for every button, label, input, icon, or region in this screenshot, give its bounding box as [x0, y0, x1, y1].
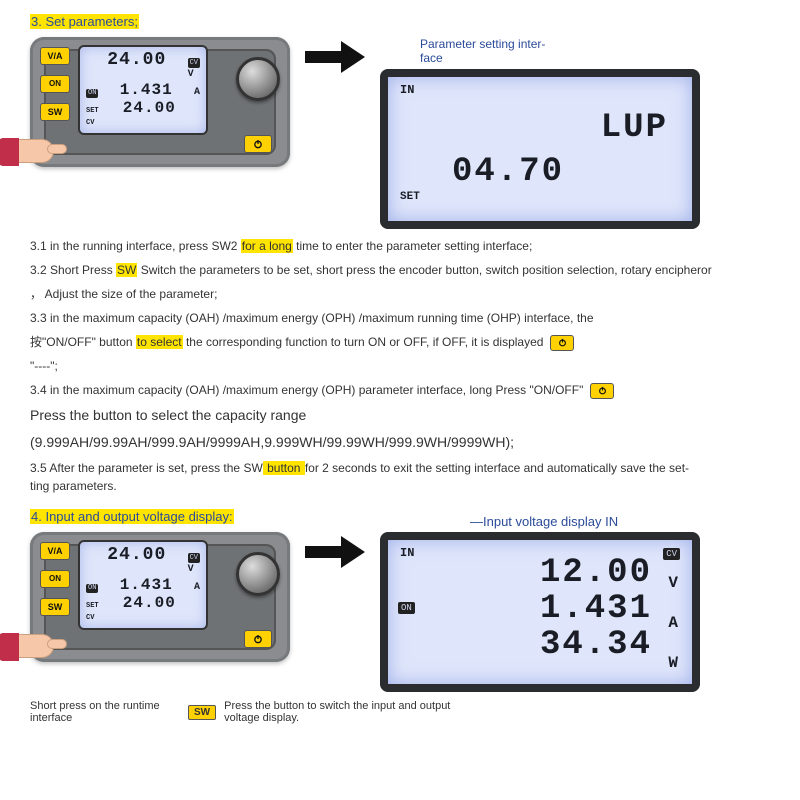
section3-figure-row: V/A ON SW 24.00CVV ON1.431A SETCV24.00 P… — [30, 37, 770, 229]
on-button[interactable]: ON — [40, 75, 70, 93]
pointing-hand-icon — [12, 634, 54, 658]
p-capacity-values: (9.999AH/99.99AH/999.9AH/9999AH,9.999WH/… — [30, 432, 770, 453]
device-lcd: 24.00CVV ON1.431A SETCV24.00 — [78, 45, 208, 135]
power-button[interactable] — [244, 135, 272, 153]
power-button[interactable] — [244, 630, 272, 648]
arrow-icon — [300, 532, 370, 572]
p32: 3.2 Short Press SW Switch the parameters… — [30, 261, 770, 279]
p-capacity-title: Press the button to select the capacity … — [30, 405, 770, 426]
p32c: ， Adjust the size of the parameter; — [30, 285, 770, 303]
device-panel: V/A ON SW 24.00CVV ON1.431A SETCV24.00 — [30, 37, 290, 167]
pointing-hand-icon — [12, 139, 54, 163]
encoder-knob[interactable] — [236, 552, 280, 596]
left-button-column: V/A ON SW — [40, 47, 70, 121]
p34: 3.4 in the maximum capacity (OAH) /maxim… — [30, 381, 770, 399]
arrow-icon — [300, 37, 370, 77]
p33c: "----"; — [30, 357, 770, 375]
left-button-column: V/A ON SW — [40, 542, 70, 616]
va-button[interactable]: V/A — [40, 47, 70, 65]
device-lcd: 24.00CVV ON1.431A SETCV24.00 — [78, 540, 208, 630]
device-panel: V/A ON SW 24.00CVV ON1.431A SETCV24.00 — [30, 532, 290, 662]
io-voltage-lcd: IN CV ON 12.00 V 1.431 A 34.34 W — [380, 532, 700, 692]
section3-detail-column: Parameter setting inter- face IN LUP SET… — [380, 37, 700, 229]
section4-title: 4. Input and output voltage display: — [30, 509, 770, 524]
sw-button[interactable]: SW — [40, 598, 70, 616]
p31: 3.1 in the running interface, press SW2 … — [30, 237, 770, 255]
section4-figure-row: V/A ON SW 24.00CVV ON1.431A SETCV24.00 —… — [30, 532, 770, 692]
param-setting-lcd: IN LUP SET 04.70 — [380, 69, 700, 229]
va-button[interactable]: V/A — [40, 542, 70, 560]
on-button[interactable]: ON — [40, 570, 70, 588]
detail-caption: Parameter setting inter- face — [420, 37, 700, 65]
p33b: 按"ON/OFF" button to select the correspon… — [30, 333, 770, 351]
inline-power-icon — [590, 383, 614, 399]
in-callout: —Input voltage display IN — [470, 514, 618, 529]
section4-footer: Short press on the runtime interface SW … — [30, 700, 770, 724]
sw-button[interactable]: SW — [40, 103, 70, 121]
section3-title: 3. Set parameters; — [30, 14, 770, 29]
inline-sw-button: SW — [188, 705, 216, 720]
p33a: 3.3 in the maximum capacity (OAH) /maxim… — [30, 309, 770, 327]
encoder-knob[interactable] — [236, 57, 280, 101]
p35: 3.5 After the parameter is set, press th… — [30, 459, 770, 495]
inline-power-icon — [550, 335, 574, 351]
